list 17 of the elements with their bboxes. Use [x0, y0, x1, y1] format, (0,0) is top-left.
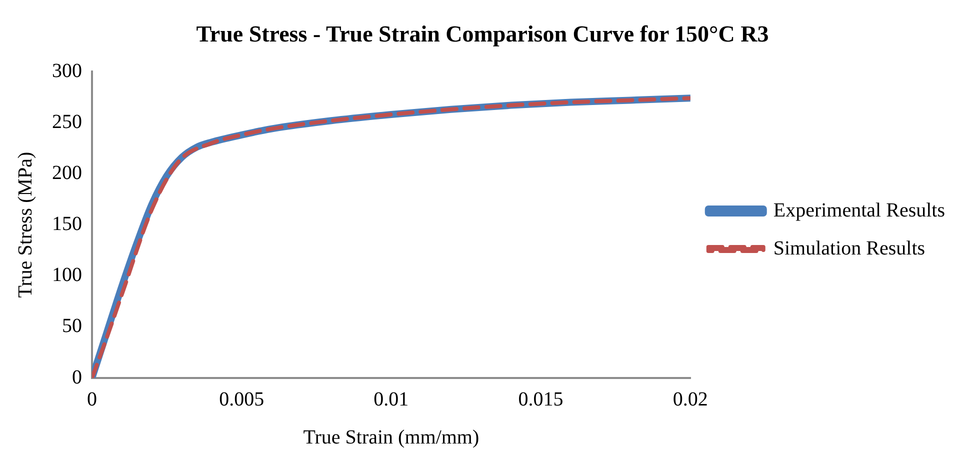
y-tick-label: 0: [72, 366, 82, 388]
y-tick-label: 300: [52, 60, 82, 82]
x-tick-label: 0.015: [518, 388, 564, 410]
legend-label: Simulation Results: [773, 237, 926, 260]
y-tick-label: 100: [52, 264, 82, 286]
chart-title: True Stress - True Strain Comparison Curve for 150°C R3: [196, 22, 769, 47]
legend-label: Experimental Results: [773, 199, 946, 222]
y-tick-label: 150: [52, 213, 82, 236]
y-tick-label: 250: [52, 110, 82, 133]
y-tick-label: 50: [62, 315, 82, 338]
x-axis-title: True Strain (mm/mm): [303, 426, 480, 448]
x-tick-label: 0.005: [219, 388, 264, 410]
x-tick-label: 0.01: [374, 388, 409, 410]
y-axis-title: True Stress (MPa): [14, 152, 36, 298]
y-tick-label: 200: [52, 162, 82, 184]
x-tick-label: 0: [87, 388, 97, 410]
x-tick-label: 0.02: [672, 388, 708, 410]
